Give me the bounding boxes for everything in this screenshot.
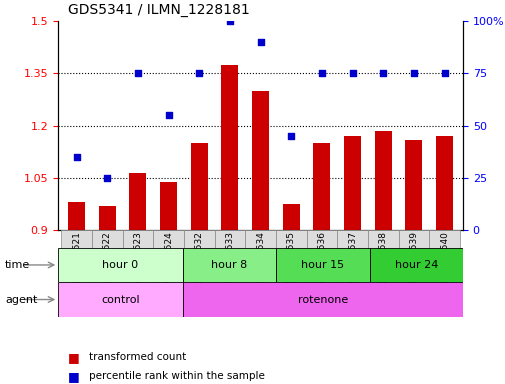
Text: time: time [5,260,30,270]
Text: GSM567538: GSM567538 [378,231,387,286]
Bar [98,206,116,230]
Text: percentile rank within the sample: percentile rank within the sample [88,371,264,381]
Text: ■: ■ [68,370,80,383]
FancyBboxPatch shape [58,282,182,317]
FancyBboxPatch shape [428,230,459,286]
Text: GSM567537: GSM567537 [347,231,357,286]
Text: agent: agent [5,295,37,305]
FancyBboxPatch shape [214,230,245,286]
Bar [160,182,177,230]
Text: GSM567524: GSM567524 [164,231,173,286]
Text: GSM567523: GSM567523 [133,231,142,286]
Point [317,70,325,76]
Point [195,70,203,76]
Bar [435,136,452,230]
FancyBboxPatch shape [122,230,153,286]
Point [134,70,142,76]
Bar [221,65,238,230]
FancyBboxPatch shape [58,248,182,282]
FancyBboxPatch shape [61,230,92,286]
Text: control: control [101,295,139,305]
Bar [374,131,391,230]
Text: GSM567532: GSM567532 [194,231,204,286]
Point [164,112,172,118]
Bar [251,91,269,230]
Text: GSM567521: GSM567521 [72,231,81,286]
Point [103,175,111,181]
Text: GSM567534: GSM567534 [256,231,265,286]
Text: rotenone: rotenone [297,295,347,305]
Point [409,70,417,76]
Point [378,70,386,76]
Point [348,70,356,76]
FancyBboxPatch shape [369,248,462,282]
Text: GSM567539: GSM567539 [409,231,418,286]
Text: hour 24: hour 24 [394,260,437,270]
Bar [343,136,360,230]
Bar [405,140,422,230]
FancyBboxPatch shape [92,230,122,286]
Point [287,133,295,139]
FancyBboxPatch shape [245,230,275,286]
Text: GSM567533: GSM567533 [225,231,234,286]
FancyBboxPatch shape [306,230,337,286]
FancyBboxPatch shape [367,230,398,286]
Text: GSM567536: GSM567536 [317,231,326,286]
Bar [313,143,330,230]
Text: hour 0: hour 0 [102,260,138,270]
FancyBboxPatch shape [276,248,369,282]
Text: hour 15: hour 15 [300,260,344,270]
Text: GDS5341 / ILMN_1228181: GDS5341 / ILMN_1228181 [68,3,249,17]
Text: GSM567540: GSM567540 [439,231,448,286]
Bar [129,173,146,230]
Bar [282,204,299,230]
FancyBboxPatch shape [275,230,306,286]
FancyBboxPatch shape [153,230,183,286]
Text: GSM567535: GSM567535 [286,231,295,286]
FancyBboxPatch shape [337,230,367,286]
FancyBboxPatch shape [183,230,214,286]
FancyBboxPatch shape [398,230,428,286]
Point [440,70,448,76]
Point [256,39,264,45]
Text: GSM567522: GSM567522 [103,231,112,286]
Bar [68,202,85,230]
Point [225,18,233,24]
Text: ■: ■ [68,351,80,364]
Text: hour 8: hour 8 [211,260,247,270]
Text: transformed count: transformed count [88,352,185,362]
FancyBboxPatch shape [182,282,462,317]
FancyBboxPatch shape [182,248,276,282]
Point [72,154,80,160]
Bar [190,143,207,230]
